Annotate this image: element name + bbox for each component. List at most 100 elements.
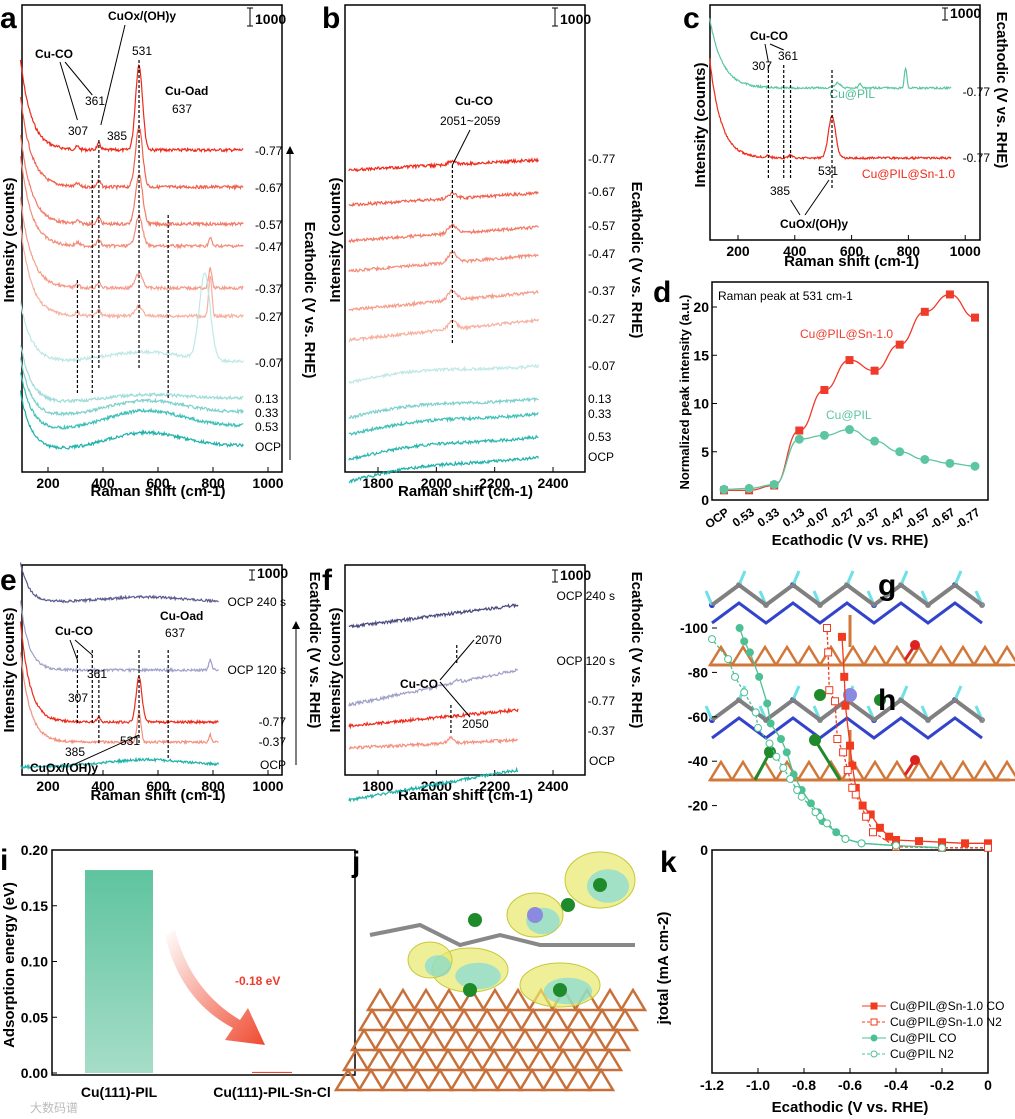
legend-entry: Cu@PIL CO [890, 1031, 956, 1045]
panel-label-b: b [322, 2, 340, 35]
spectrum-trace [19, 372, 244, 430]
data-point-circle [841, 834, 850, 843]
copper-lattice [457, 987, 487, 1012]
legend-marker [870, 1002, 878, 1010]
hydrogen-bond [791, 685, 801, 701]
panel-label-h: h [878, 684, 896, 717]
x-tick-label: 800 [201, 778, 225, 794]
hydrogen-bond [953, 570, 963, 586]
y-tick-label: 20 [693, 299, 709, 315]
x-tick-label: 400 [91, 778, 115, 794]
y-axis-label: Adsorption energy (eV) [1, 882, 18, 1048]
hydrogen-bond [704, 590, 714, 606]
side-axis-label: Ecathodic (V vs. RHE) [301, 222, 318, 379]
potential-label: -0.37 [255, 282, 283, 296]
data-point-square [795, 426, 804, 435]
data-point-square [833, 735, 842, 743]
data-point-square [971, 313, 979, 322]
spectrum-trace [19, 196, 244, 292]
data-point-square [848, 761, 857, 770]
series-line [711, 638, 943, 849]
panel-k: jtotal (mA cm-2) -1.2 -1.0 -0.8 -0.6 -0.4 -0.2… [655, 620, 1004, 1116]
spectrum-trace-cu-pil [709, 18, 952, 91]
copper-lattice [795, 759, 823, 782]
panel-d: Normalized peak intensity (a.u.) Raman pe… [677, 281, 989, 549]
annotation-leader [439, 681, 471, 718]
copper-lattice [472, 1007, 502, 1032]
data-point-square [837, 632, 846, 641]
x-tick-label: 1000 [252, 475, 283, 491]
spectrum-trace [348, 667, 519, 707]
chlorine-atom [468, 913, 482, 927]
x-axis-label: Ecathodic (V vs. RHE) [772, 1099, 929, 1116]
scale-bar [552, 7, 558, 27]
copper-lattice [587, 1007, 617, 1032]
hydrogen-bond [953, 685, 963, 701]
spectrum-trace [348, 363, 539, 385]
bar-0 [85, 870, 153, 1073]
peak-label: 307 [68, 124, 88, 138]
potential-label: -0.67 [255, 181, 283, 195]
data-point-circle [744, 483, 754, 493]
panel-label-j: j [351, 846, 360, 879]
data-point-circle [769, 480, 779, 490]
x-tick-label: 800 [897, 243, 921, 259]
potential-label: -0.77 [588, 152, 616, 166]
spectrum-trace [19, 562, 219, 604]
x-tick-label: 0.33 [755, 505, 782, 530]
spectrum-trace [19, 59, 244, 154]
peak-label-cuox: CuOx/(OH)y [108, 9, 176, 23]
spectrum-trace [19, 621, 219, 725]
copper-lattice [883, 644, 911, 667]
scale-bar-label: 1000 [560, 567, 591, 583]
peak-label: 385 [65, 745, 85, 759]
data-point-circle [740, 688, 749, 697]
copper-lattice [618, 987, 648, 1012]
x-tick-label: 200 [36, 475, 60, 491]
x-tick-label: 600 [146, 475, 170, 491]
oh-bond [903, 759, 917, 776]
data-point-square [895, 340, 904, 349]
energy-change-label: -0.18 eV [235, 974, 280, 988]
plot-frame [709, 4, 981, 241]
spectrum-trace [19, 390, 244, 451]
copper-lattice [729, 759, 757, 782]
data-point-square [851, 790, 860, 799]
cl-bond [753, 739, 842, 781]
y-axis-label: Intensity (counts) [327, 177, 344, 302]
x-tick-label: 1000 [950, 243, 981, 259]
x-tick-label: 0.13 [780, 505, 807, 530]
spectrum-trace [348, 707, 519, 730]
copper-lattice [487, 1027, 517, 1052]
data-point-circle [719, 484, 729, 494]
side-axis-label: Ecathodic (V vs. RHE) [993, 12, 1010, 169]
copper-lattice [403, 1007, 433, 1032]
copper-lattice [795, 644, 823, 667]
panel-label-f: f [322, 564, 333, 597]
peak-label-cu-co: Cu-CO [35, 47, 73, 61]
potential-label: 0.33 [255, 406, 279, 420]
y-tick-label: 5 [701, 444, 709, 460]
data-point-square [848, 783, 857, 792]
copper-lattice [395, 1027, 425, 1052]
copper-lattice [707, 759, 735, 782]
data-point-circle [819, 430, 829, 440]
y-tick-label: 10 [693, 396, 709, 412]
data-point-square [839, 748, 848, 757]
copper-lattice [349, 1027, 379, 1052]
copper-lattice [503, 987, 533, 1012]
data-point-circle [755, 672, 764, 681]
peak-label-cuox: CuOx/(OH)y [780, 217, 848, 231]
spectrum-trace [348, 396, 539, 420]
x-tick-label: 200 [726, 243, 750, 259]
data-point-circle [845, 425, 854, 435]
y-tick-label: 0.10 [21, 954, 48, 970]
y-tick-label: 0 [700, 842, 708, 858]
scale-bar-label: 1000 [255, 11, 286, 27]
hydrogen-bond [737, 570, 747, 586]
data-point-square [831, 697, 840, 706]
x-tick-label: 800 [201, 475, 225, 491]
decrease-arrow [165, 930, 265, 1045]
series-label: Cu@PIL [826, 408, 872, 422]
